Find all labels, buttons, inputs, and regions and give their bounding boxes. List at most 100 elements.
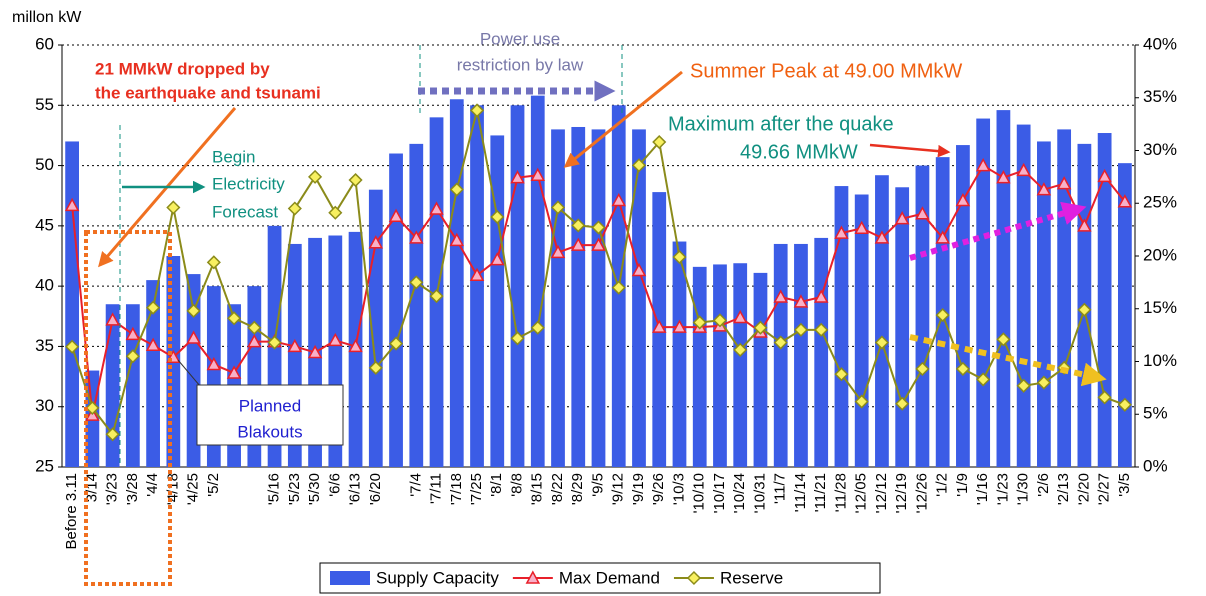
reserve-marker	[915, 361, 930, 376]
bar	[692, 266, 707, 467]
demand-marker	[105, 312, 120, 326]
bar	[773, 243, 788, 467]
x-tick-label: '7/18	[448, 473, 465, 505]
x-tick-label: '6/6	[326, 473, 343, 497]
x-tick-label: '5/23	[286, 473, 303, 505]
annotation: Blakouts	[237, 422, 302, 441]
reserve-marker	[267, 335, 282, 350]
y-tick-label: 55	[35, 95, 54, 114]
annotation: Begin	[212, 147, 255, 166]
demand-marker	[955, 192, 971, 207]
y-tick-label: 30	[35, 396, 54, 415]
y2-tick-label: 15%	[1143, 298, 1177, 317]
bar	[125, 304, 140, 467]
bar	[409, 143, 424, 467]
annotation: Forecast	[212, 202, 278, 221]
x-tick-label: '10/31	[751, 473, 768, 513]
reserve-marker	[591, 220, 606, 235]
x-tick-label: '10/24	[731, 473, 748, 513]
reserve-marker	[955, 361, 970, 376]
demand-marker	[874, 230, 890, 244]
demand-marker	[307, 344, 323, 359]
reserve-marker	[854, 394, 869, 409]
x-tick-label: '9/5	[589, 473, 606, 497]
annotations: 21 MMkW dropped by the earthquake and tsu…	[84, 29, 1107, 586]
reserve-marker	[611, 280, 626, 295]
reserve-marker	[976, 372, 991, 387]
demand-marker	[550, 244, 566, 259]
demand-trend	[909, 201, 1087, 261]
demand-marker	[834, 225, 849, 239]
annotation: the earthquake and tsunami	[95, 83, 321, 102]
legend-box	[319, 562, 881, 594]
demand-marker	[813, 289, 829, 303]
y-tick-label: 25	[35, 456, 54, 475]
y2-tick-label: 20%	[1143, 245, 1177, 264]
annotation: Maximum after the quake	[668, 113, 894, 135]
demand-marker	[287, 338, 303, 353]
demand-marker	[145, 337, 161, 351]
reserve-marker	[510, 331, 525, 346]
demand-marker	[651, 319, 667, 333]
demand-marker	[510, 170, 525, 184]
reserve-marker	[247, 320, 262, 335]
bar	[713, 264, 727, 467]
callout-line	[177, 359, 201, 387]
y-axis-title: millon kW	[12, 9, 82, 26]
x-tick-label: '1/2	[934, 473, 951, 497]
reserve-marker	[368, 360, 383, 375]
demand-marker	[935, 230, 950, 244]
x-tick-label: '3/28	[124, 473, 141, 505]
y2-tick-label: 0%	[1143, 456, 1168, 475]
x-tick-label: '11/7	[772, 473, 789, 504]
bar	[794, 243, 808, 467]
bar	[389, 153, 403, 467]
reserve-marker	[550, 200, 566, 215]
reserve-marker	[348, 172, 363, 188]
reserve-marker	[186, 303, 201, 318]
demand-marker	[1097, 168, 1112, 183]
x-tick-label: '6/20	[367, 473, 384, 505]
bar	[875, 175, 889, 467]
bar	[530, 95, 545, 467]
reserve-marker	[490, 209, 505, 225]
y2-tick-label: 30%	[1143, 140, 1177, 159]
x-tick-label: '5/30	[306, 473, 323, 505]
reserve-trend	[909, 334, 1107, 387]
x-tick-label: '11/14	[792, 473, 809, 512]
x-tick-label: '2/6	[1035, 473, 1052, 497]
reserve-marker	[125, 349, 140, 364]
x-tick-label: '12/26	[913, 473, 930, 513]
y2-tick-label: 25%	[1143, 193, 1177, 212]
demand-marker	[388, 208, 404, 222]
y-tick-label: 35	[35, 336, 54, 355]
legend-marker	[686, 570, 702, 586]
reserve-marker	[287, 201, 302, 216]
x-tick-label: '3/23	[104, 473, 121, 505]
demand-marker	[672, 319, 687, 333]
demand-marker	[206, 356, 222, 371]
annotation: 21 MMkW dropped by	[95, 59, 270, 78]
x-tick-label: '5/2	[205, 473, 222, 497]
bar	[470, 105, 484, 468]
x-tick-label: '6/13	[347, 473, 364, 505]
reserve-marker	[166, 200, 181, 215]
demand-marker	[793, 294, 809, 308]
x-tick-label: '1/23	[994, 473, 1011, 505]
demand-marker	[1077, 218, 1092, 232]
bar	[510, 105, 525, 468]
x-tick-label: '10/17	[711, 473, 728, 513]
demand-marker	[591, 237, 606, 251]
demand-marker	[409, 230, 424, 244]
x-tick-label: '5/16	[266, 473, 283, 505]
reserve-marker	[449, 182, 464, 197]
reserve-marker	[935, 308, 950, 323]
x-tick-label: '9/12	[610, 473, 627, 505]
bar	[834, 186, 849, 467]
bar	[1016, 124, 1031, 467]
bar	[632, 129, 646, 467]
demand-marker	[490, 252, 505, 266]
demand-marker	[631, 262, 647, 277]
bar	[591, 129, 606, 467]
